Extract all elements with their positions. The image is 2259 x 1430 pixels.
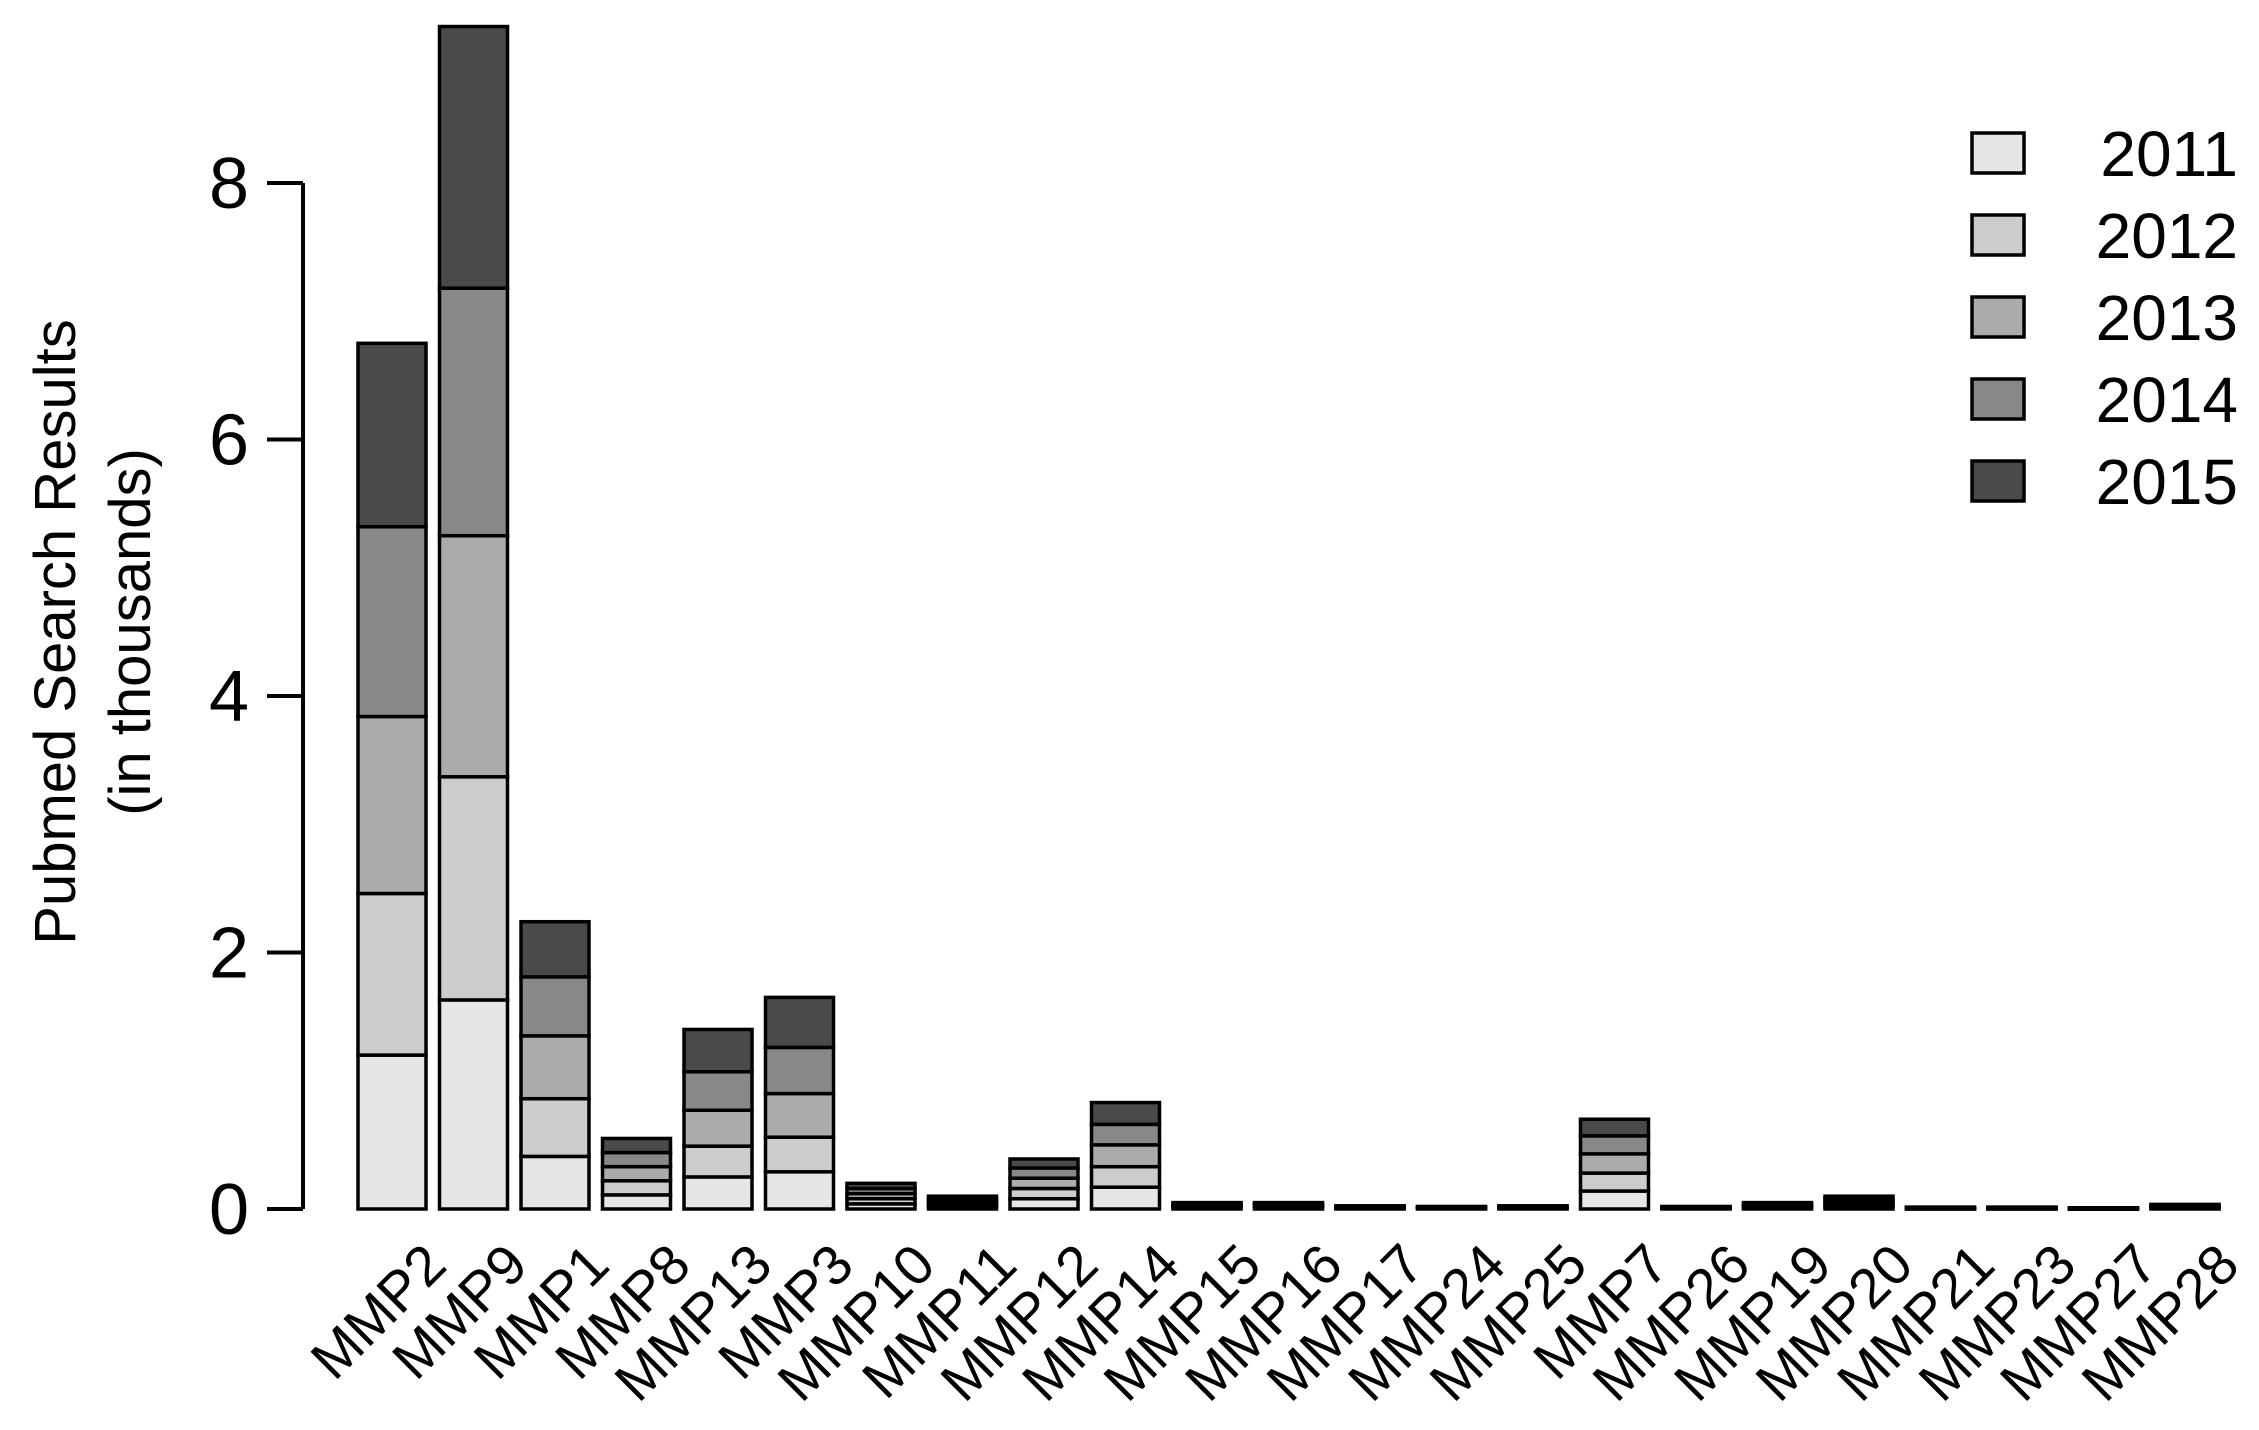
y-tick-label: 6	[209, 401, 249, 481]
bar-segment-mmp1-2015	[519, 919, 591, 979]
bar-segment-mmp2-2013	[356, 714, 428, 896]
y-tick-label: 4	[209, 657, 249, 737]
bar-segment-mmp25-2015	[1497, 1204, 1569, 1209]
bar-segment-mmp28-2015	[2149, 1202, 2221, 1208]
bar-segment-mmp8-2013	[600, 1164, 673, 1183]
bar-segment-mmp13-2011	[682, 1175, 754, 1211]
y-axis: 0 2 4 6 8	[209, 144, 305, 1250]
bars	[356, 24, 2221, 1211]
bar-segment-mmp9-2011	[437, 998, 510, 1211]
bar-segment-mmp20-2015	[1823, 1194, 1895, 1201]
bar-segment-mmp14-2015	[1089, 1100, 1162, 1127]
bar-segment-mmp3-2014	[763, 1045, 836, 1096]
bar-segment-mmp7-2015	[1578, 1117, 1651, 1138]
bar-segment-mmp9-2014	[437, 286, 510, 538]
bar-segment-mmp7-2012	[1578, 1171, 1651, 1193]
legend-label-2015: 2015	[2096, 446, 2238, 518]
y-axis-title-line2: (in thousands)	[98, 448, 163, 816]
bar-segment-mmp7-2014	[1578, 1134, 1651, 1156]
bar-segment-mmp10-2015	[845, 1181, 917, 1191]
bar-segment-mmp8-2011	[600, 1193, 673, 1211]
bar-segment-mmp7-2011	[1578, 1189, 1651, 1211]
bar-segment-mmp1-2012	[519, 1096, 591, 1159]
bar-segment-mmp11-2015	[926, 1194, 999, 1201]
bar-segment-mmp26-2015	[1660, 1204, 1732, 1209]
bar-segment-mmp8-2012	[600, 1179, 673, 1197]
bar-segment-mmp9-2015	[437, 24, 510, 290]
legend-swatch-2014	[1970, 377, 2026, 421]
bar-segment-mmp9-2012	[437, 775, 510, 1002]
bar-segment-mmp14-2011	[1089, 1185, 1162, 1211]
bar-segment-mmp12-2015	[1008, 1157, 1080, 1170]
legend-label-2013: 2013	[2096, 282, 2238, 354]
bar-segment-mmp2-2014	[356, 524, 428, 719]
bar-segment-mmp19-2015	[1741, 1200, 1814, 1206]
legend-swatch-2012	[1970, 213, 2026, 257]
y-tick-label: 0	[209, 1170, 249, 1250]
bar-segment-mmp15-2015	[1171, 1200, 1243, 1206]
legend-swatch-2013	[1970, 295, 2026, 339]
bar-segment-mmp8-2014	[600, 1150, 673, 1169]
bar-segment-mmp1-2011	[519, 1154, 591, 1211]
bar-segment-mmp1-2014	[519, 975, 591, 1038]
x-axis-labels: MMP2MMP9MMP1MMP8MMP13MMP3MMP10MMP11MMP12…	[298, 1232, 2250, 1413]
bar-segment-mmp27-2015	[2067, 1205, 2140, 1210]
bar-segment-mmp21-2015	[1904, 1205, 1977, 1210]
y-tick-label: 8	[209, 144, 249, 224]
bar-segment-mmp3-2013	[763, 1091, 836, 1139]
legend-label-2014: 2014	[2096, 364, 2238, 436]
bar-segment-mmp2-2015	[356, 341, 428, 529]
legend-swatch-2011	[1970, 131, 2026, 175]
y-axis-title-line1: Pubmed Search Results	[23, 319, 88, 944]
bar-segment-mmp16-2015	[1252, 1200, 1325, 1206]
bar-segment-mmp9-2013	[437, 533, 510, 779]
bar-segment-mmp2-2011	[356, 1053, 428, 1211]
bar-segment-mmp13-2015	[682, 1027, 754, 1074]
bar-segment-mmp24-2015	[1415, 1204, 1488, 1209]
bar-segment-mmp3-2011	[763, 1170, 836, 1211]
legend-label-2012: 2012	[2096, 200, 2238, 272]
bar-segment-mmp3-2012	[763, 1135, 836, 1174]
bar-segment-mmp14-2013	[1089, 1143, 1162, 1169]
y-tick-label: 2	[209, 914, 249, 994]
bar-segment-mmp14-2012	[1089, 1164, 1162, 1189]
bar-segment-mmp1-2013	[519, 1034, 591, 1101]
legend: 2011 2012 2013 2014 2015	[1970, 118, 2238, 518]
bar-segment-mmp2-2012	[356, 891, 428, 1057]
legend-swatch-2015	[1970, 459, 2026, 503]
bar-segment-mmp8-2015	[600, 1136, 673, 1155]
legend-label-2011: 2011	[2100, 118, 2238, 190]
bar-segment-mmp3-2015	[763, 995, 836, 1050]
bar-segment-mmp14-2014	[1089, 1122, 1162, 1147]
bar-segment-mmp17-2015	[1334, 1204, 1406, 1209]
bar-segment-mmp13-2014	[682, 1070, 754, 1112]
bar-segment-mmp7-2013	[1578, 1152, 1651, 1175]
bar-segment-mmp13-2013	[682, 1108, 754, 1148]
bar-segment-mmp13-2012	[682, 1144, 754, 1179]
bar-segment-mmp23-2015	[1986, 1205, 2058, 1210]
